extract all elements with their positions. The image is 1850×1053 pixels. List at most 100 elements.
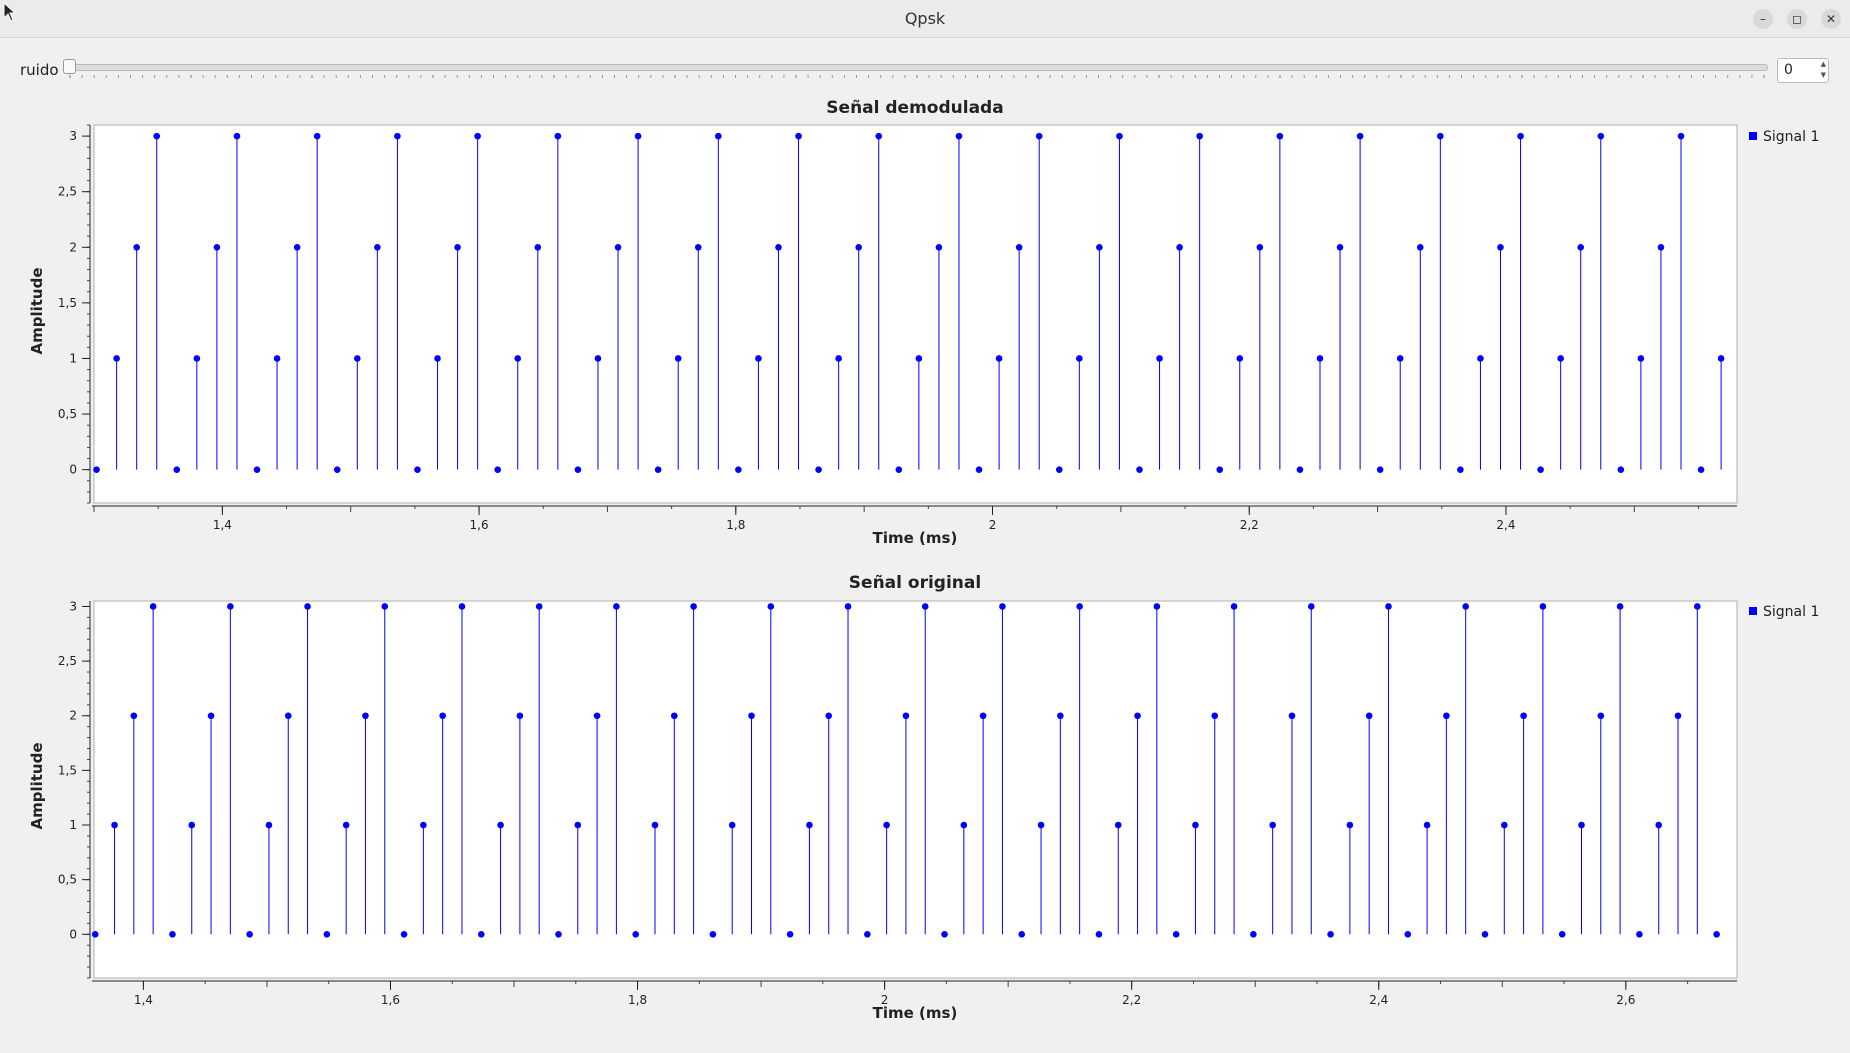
data-point bbox=[1076, 603, 1083, 610]
data-point bbox=[767, 603, 775, 610]
x-tick-label: 2 bbox=[989, 518, 997, 532]
spin-down-icon[interactable]: ▼ bbox=[1820, 71, 1826, 79]
data-point bbox=[825, 712, 833, 720]
data-point bbox=[1558, 930, 1566, 938]
noise-spinbox[interactable]: 0 ▲ ▼ bbox=[1777, 58, 1829, 83]
data-point bbox=[1095, 930, 1103, 938]
data-point bbox=[1307, 603, 1315, 610]
data-point bbox=[458, 603, 466, 610]
data-point bbox=[614, 243, 622, 251]
data-point bbox=[555, 930, 562, 938]
data-point bbox=[795, 132, 802, 140]
data-point bbox=[414, 466, 421, 473]
data-point bbox=[1577, 243, 1585, 251]
data-point bbox=[246, 930, 253, 938]
close-icon[interactable]: ✕ bbox=[1821, 9, 1841, 29]
data-point bbox=[1537, 466, 1544, 473]
data-point bbox=[728, 821, 736, 829]
data-point bbox=[999, 603, 1006, 610]
data-point bbox=[1677, 132, 1685, 140]
data-point bbox=[1096, 243, 1103, 251]
slider-ticks bbox=[69, 75, 1765, 78]
x-tick-label: 2,4 bbox=[1369, 993, 1388, 1007]
x-tick-label: 1,4 bbox=[213, 518, 232, 532]
data-point bbox=[333, 466, 341, 473]
x-tick-label: 2,6 bbox=[1616, 993, 1635, 1007]
data-point bbox=[1617, 466, 1625, 473]
data-point bbox=[149, 603, 157, 610]
data-point bbox=[227, 603, 234, 610]
data-point bbox=[1517, 132, 1524, 140]
data-point bbox=[111, 821, 118, 829]
y-tick-label: 3 bbox=[69, 129, 77, 143]
y-tick-label: 2 bbox=[69, 709, 77, 723]
y-tick-label: 1 bbox=[69, 818, 77, 832]
data-point bbox=[651, 821, 659, 829]
legend-swatch bbox=[1749, 132, 1757, 140]
data-point bbox=[806, 821, 813, 829]
data-point bbox=[1153, 603, 1161, 610]
data-point bbox=[975, 466, 983, 473]
data-point bbox=[113, 355, 120, 362]
legend-label: Signal 1 bbox=[1763, 129, 1820, 145]
data-point bbox=[895, 466, 903, 473]
data-point bbox=[960, 821, 968, 829]
data-point bbox=[497, 821, 504, 829]
data-point bbox=[941, 930, 948, 938]
minimize-icon[interactable]: – bbox=[1753, 9, 1773, 29]
data-point bbox=[1116, 132, 1123, 140]
plot-demodulated-title: Señal demodulada bbox=[826, 98, 1004, 118]
x-tick-label: 2,2 bbox=[1240, 518, 1259, 532]
data-point bbox=[1269, 821, 1276, 829]
data-point bbox=[979, 712, 987, 720]
data-point bbox=[632, 930, 639, 938]
noise-slider-handle[interactable] bbox=[63, 59, 76, 74]
mouse-pointer-icon bbox=[3, 2, 17, 22]
data-point bbox=[1256, 243, 1264, 251]
data-point bbox=[1196, 132, 1203, 140]
data-point bbox=[1236, 355, 1244, 362]
data-point bbox=[153, 132, 161, 140]
data-point bbox=[1396, 355, 1404, 362]
data-point bbox=[313, 132, 321, 140]
data-point bbox=[855, 243, 863, 251]
data-point bbox=[1655, 821, 1663, 829]
spin-up-icon[interactable]: ▲ bbox=[1820, 60, 1826, 68]
data-point bbox=[1713, 930, 1720, 938]
y-tick-label: 1,5 bbox=[58, 296, 77, 310]
data-point bbox=[1578, 821, 1585, 829]
noise-label: ruido bbox=[20, 61, 59, 79]
data-point bbox=[394, 132, 401, 140]
x-tick-label: 1,8 bbox=[726, 518, 745, 532]
data-point bbox=[1539, 603, 1547, 610]
window-titlebar: Qpsk – ◻ ✕ bbox=[0, 0, 1850, 38]
data-point bbox=[1717, 355, 1725, 362]
x-tick-label: 2,4 bbox=[1496, 518, 1515, 532]
data-point bbox=[690, 603, 697, 610]
data-point bbox=[1296, 466, 1304, 473]
x-tick-label: 1,4 bbox=[134, 993, 153, 1007]
data-point bbox=[1250, 930, 1257, 938]
data-point bbox=[381, 603, 389, 610]
data-point bbox=[477, 930, 485, 938]
data-point bbox=[253, 466, 261, 473]
window-title: Qpsk bbox=[904, 9, 946, 28]
y-tick-label: 0,5 bbox=[58, 407, 77, 421]
data-point bbox=[995, 355, 1003, 362]
data-point bbox=[1346, 821, 1354, 829]
data-point bbox=[1376, 466, 1384, 473]
x-tick-label: 2 bbox=[881, 993, 889, 1007]
data-point bbox=[273, 355, 281, 362]
data-point bbox=[1457, 466, 1464, 473]
data-point bbox=[400, 930, 408, 938]
data-point bbox=[213, 243, 221, 251]
data-point bbox=[735, 466, 742, 473]
data-point bbox=[671, 712, 678, 720]
data-point bbox=[133, 243, 140, 251]
data-point bbox=[1697, 466, 1705, 473]
maximize-icon[interactable]: ◻ bbox=[1787, 9, 1807, 29]
data-point bbox=[1356, 132, 1364, 140]
plot-demodulated: 0 0,5 1 1,5 2 2,5 3 1,4 1,6 1,8 2 2,2 2,4 bbox=[58, 124, 1738, 532]
data-point bbox=[574, 821, 582, 829]
data-point bbox=[1416, 243, 1424, 251]
